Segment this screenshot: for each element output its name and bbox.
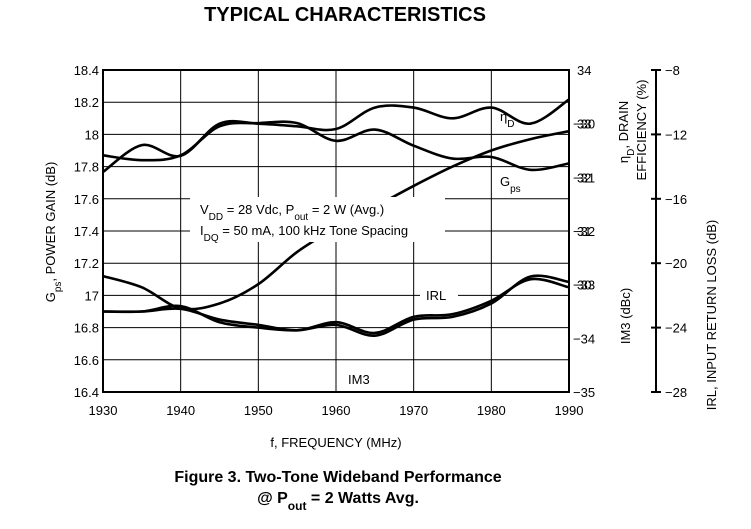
left-tick-label: 18 xyxy=(85,127,99,142)
series-label-im3: IM3 xyxy=(348,372,370,387)
irl-axis-label: IRL, INPUT RETURN LOSS (dB) xyxy=(704,220,719,410)
caption-line1: Figure 3. Two-Tone Wideband Performance xyxy=(174,469,501,486)
drain-efficiency-tick-label: 34 xyxy=(577,63,591,78)
irl-tick-label: −20 xyxy=(665,256,687,271)
irl-tick-label: −16 xyxy=(665,192,687,207)
series-line-gps xyxy=(102,120,570,172)
plot-frame xyxy=(102,69,570,393)
x-tick-label: 1950 xyxy=(244,403,273,418)
left-tick-label: 17 xyxy=(85,288,99,303)
im3-tick-label: −33 xyxy=(573,278,595,293)
left-tick-label: 17.6 xyxy=(74,192,99,207)
x-tick-label: 1980 xyxy=(477,403,506,418)
left-tick-label: 16.4 xyxy=(74,385,99,400)
drain-efficiency-label-rest: , DRAIN xyxy=(616,101,631,149)
page-title: TYPICAL CHARACTERISTICS xyxy=(204,4,486,26)
series-label-etad: ηD xyxy=(500,109,514,130)
drain-efficiency-label-sub: D xyxy=(626,149,637,156)
drain-efficiency-label-main: η xyxy=(616,156,631,163)
series-line-im3 xyxy=(102,274,570,337)
left-axis-label-rest: , POWER GAIN (dB) xyxy=(43,162,58,282)
x-tick-label: 1990 xyxy=(555,403,584,418)
left-tick-label: 18.2 xyxy=(74,95,99,110)
x-axis-ticks: 1930 1940 1950 1960 1970 1980 1990 xyxy=(89,403,584,418)
x-tick-label: 1970 xyxy=(399,403,428,418)
drain-efficiency-label-line2: EFFICIENCY (%) xyxy=(634,80,649,181)
irl-tick-label: −8 xyxy=(665,63,680,78)
right-axis-ticks: 34 33 32 31 30 −30 −31 −32 −33 −34 −35 xyxy=(573,63,595,400)
left-axis-label-main: G xyxy=(43,292,58,302)
series-line-im3-second-tone xyxy=(102,277,570,335)
left-tick-label: 17.2 xyxy=(74,256,99,271)
x-tick-label: 1930 xyxy=(89,403,118,418)
im3-tick-label: −30 xyxy=(573,117,595,132)
caption-line2: @ Pout = 2 Watts Avg. xyxy=(257,490,419,513)
x-tick-label: 1960 xyxy=(322,403,351,418)
series-label-irl-bg xyxy=(420,286,458,304)
x-tick-label: 1940 xyxy=(166,403,195,418)
irl-tick-label: −28 xyxy=(665,385,687,400)
left-tick-label: 17.8 xyxy=(74,160,99,175)
left-axis-ticks: 16.4 16.6 16.8 17 17.2 17.4 17.6 17.8 18 18.2 18.4 xyxy=(74,63,99,400)
drain-efficiency-tick-label: 33 xyxy=(577,117,591,132)
irl-axis: −8 −12 −16 −20 −24 −28 xyxy=(651,63,687,400)
im3-tick-label: −32 xyxy=(573,224,595,239)
left-axis-label-sub: ps xyxy=(53,282,64,293)
left-tick-label: 18.4 xyxy=(74,63,99,78)
left-axis-label: Gps, POWER GAIN (dB) xyxy=(43,162,64,303)
irl-tick-label: −12 xyxy=(665,127,687,142)
im3-axis-label: IM3 (dBc) xyxy=(618,288,633,344)
x-axis-label: f, FREQUENCY (MHz) xyxy=(270,435,401,450)
drain-efficiency-tick-label: 32 xyxy=(577,170,591,185)
drain-efficiency-label-line1: ηD, DRAIN xyxy=(616,101,637,163)
irl-tick-label: −24 xyxy=(665,321,687,336)
im3-tick-label: −34 xyxy=(573,331,595,346)
series-label-gps: Gps xyxy=(500,174,521,195)
left-tick-label: 17.4 xyxy=(74,224,99,239)
drain-efficiency-tick-label: 31 xyxy=(577,224,591,239)
conditions-box xyxy=(190,197,445,242)
series-label-irl: IRL xyxy=(426,288,446,303)
conditions-line2: IDQ = 50 mA, 100 kHz Tone Spacing xyxy=(200,223,408,244)
conditions-line1: VDD = 28 Vdc, Pout = 2 W (Avg.) xyxy=(200,202,384,223)
drain-efficiency-tick-label: 30 xyxy=(577,278,591,293)
im3-tick-label: −31 xyxy=(573,170,595,185)
im3-tick-label: −35 xyxy=(573,385,595,400)
left-tick-label: 16.6 xyxy=(74,353,99,368)
left-tick-label: 16.8 xyxy=(74,321,99,336)
